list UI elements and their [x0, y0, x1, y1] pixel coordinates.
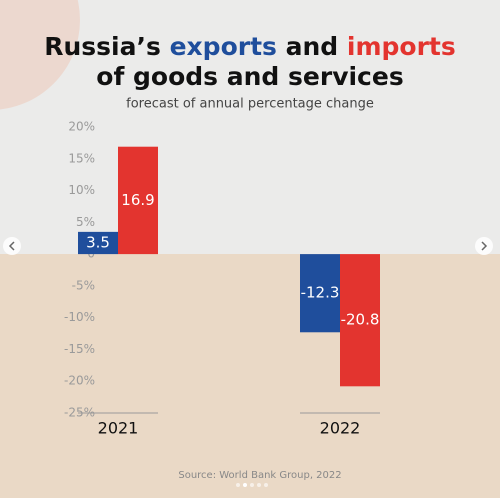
title-part: Russia’s — [44, 32, 169, 61]
bar — [118, 146, 158, 255]
data-label: 3.5 — [86, 233, 110, 251]
chart-title: of goods and services — [96, 62, 403, 91]
carousel-dot[interactable] — [250, 483, 254, 487]
chart-subtitle: forecast of annual percentage change — [126, 97, 374, 112]
carousel-dots — [236, 483, 268, 487]
chart-title: Russia’s exports and imports — [44, 32, 456, 61]
carousel-prev[interactable] — [3, 237, 21, 255]
y-tick-label: 20% — [68, 120, 95, 134]
background-top — [0, 0, 500, 254]
x-tick-label: 2021 — [98, 419, 139, 438]
bar — [300, 254, 340, 333]
bar — [340, 254, 380, 387]
decor-circle — [0, 0, 80, 110]
carousel-next[interactable] — [475, 237, 493, 255]
y-tick-label: -15% — [64, 342, 95, 356]
source-note: Source: World Bank Group, 2022 — [178, 470, 341, 481]
x-tick-label: 2022 — [320, 419, 361, 438]
carousel-next-icon — [481, 241, 488, 251]
legend-word: exports — [170, 32, 277, 61]
data-label: -12.3 — [301, 284, 340, 302]
y-tick-label: -5% — [72, 278, 95, 292]
y-tick-label: -10% — [64, 310, 95, 324]
legend-word: imports — [347, 32, 456, 61]
y-tick-label: 10% — [68, 183, 95, 197]
carousel-prev-icon — [8, 241, 15, 251]
y-tick-label: 15% — [68, 151, 95, 165]
bar — [78, 231, 118, 255]
data-label: -20.8 — [341, 311, 380, 329]
title-part: and — [277, 32, 347, 61]
carousel-dot[interactable] — [257, 483, 261, 487]
carousel-dot[interactable] — [236, 483, 240, 487]
background-bottom — [0, 254, 500, 498]
carousel-dot[interactable] — [264, 483, 268, 487]
carousel-dot[interactable] — [243, 483, 247, 487]
data-label: 16.9 — [121, 191, 154, 209]
y-tick-label: 5% — [76, 215, 95, 229]
y-tick-label: -20% — [64, 374, 95, 388]
